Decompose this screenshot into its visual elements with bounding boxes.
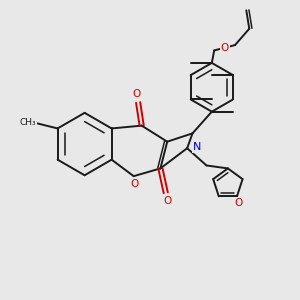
Text: O: O [133,89,141,99]
Text: N: N [193,142,202,152]
Text: O: O [163,196,171,206]
Text: O: O [131,178,139,189]
Text: O: O [234,198,243,208]
Text: CH₃: CH₃ [20,118,36,127]
Text: O: O [221,43,229,53]
